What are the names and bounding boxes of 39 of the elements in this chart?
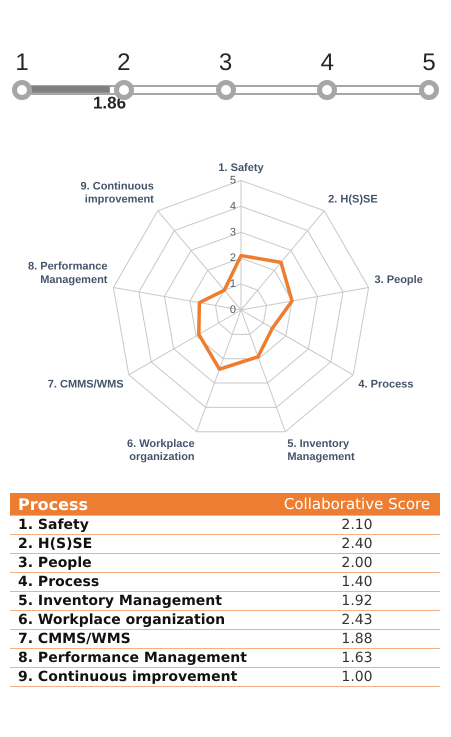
category-label: 7. CMMS/WMS (18, 631, 131, 647)
text: 2.00 (341, 555, 373, 571)
spoke-label: 2. H(S)SE (328, 194, 378, 206)
x-tick-label: 5 (422, 49, 436, 76)
category-label: 9. Continuous improvement (18, 669, 238, 685)
text: 1.00 (341, 669, 373, 685)
spoke-label: 9. Continuous improvement (80, 180, 154, 206)
category-label: 6. Workplace organization (18, 612, 226, 628)
spoke-label: 3. People (374, 274, 423, 286)
text: 1.92 (341, 593, 373, 609)
text: Collaborative Score (274, 493, 440, 516)
category-label: 3. People (18, 555, 92, 571)
text: Process (10, 493, 274, 516)
category-label: 2. H(S)SE (18, 536, 92, 552)
spoke-label: 1. Safety (218, 162, 265, 174)
spoke-label: 4. Process (358, 378, 414, 390)
y-tick-label: 3 (230, 226, 236, 238)
spoke-label: 5. Inventory Management (287, 438, 355, 464)
y-tick-label: 5 (230, 174, 236, 186)
y-tick-label: 1 (230, 278, 236, 290)
spoke-label: 7. CMMS/WMS (48, 378, 124, 390)
text: 1.40 (341, 574, 373, 590)
text: 2.43 (341, 612, 373, 628)
x-tick-label: 4 (320, 49, 334, 76)
x-tick-label: 1 (15, 49, 29, 76)
y-tick-label: 0 (230, 304, 236, 316)
text: 2.40 (341, 536, 373, 552)
y-tick-label: 4 (230, 200, 236, 212)
category-label: 5. Inventory Management (18, 593, 222, 609)
category-label: 8. Performance Management (18, 650, 247, 666)
text: 1.63 (341, 650, 373, 666)
x-tick-label: 2 (117, 49, 130, 76)
y-tick-label: 2 (230, 252, 236, 264)
category-label: 1. Safety (18, 517, 89, 533)
text: 1.88 (341, 631, 373, 647)
text: 2.10 (341, 517, 373, 533)
spoke-label: 6. Workplace organization (126, 438, 195, 464)
spoke-label: 8. Performance Management (28, 260, 108, 286)
category-label: 4. Process (18, 574, 100, 590)
